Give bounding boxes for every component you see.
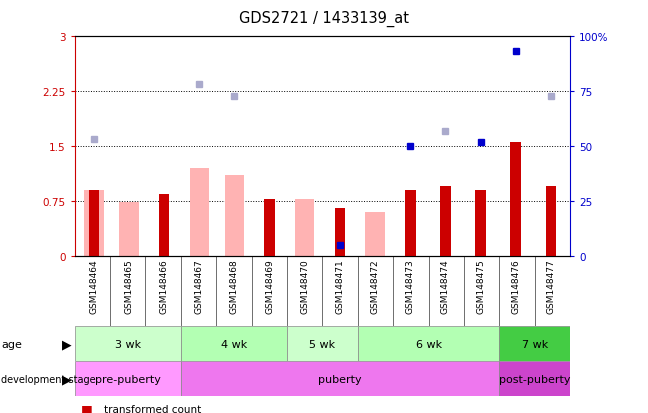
Bar — [75, 326, 181, 361]
Text: pre-puberty: pre-puberty — [95, 374, 161, 384]
Bar — [159, 194, 169, 256]
Bar — [295, 199, 314, 256]
Bar — [89, 190, 99, 256]
Bar — [365, 212, 385, 256]
Text: post-puberty: post-puberty — [499, 374, 571, 384]
Text: ▶: ▶ — [62, 337, 71, 350]
Bar — [500, 326, 570, 361]
Bar — [358, 326, 500, 361]
Text: development stage: development stage — [1, 374, 96, 384]
Bar — [190, 169, 209, 256]
Text: GDS2721 / 1433139_at: GDS2721 / 1433139_at — [239, 10, 409, 26]
Bar — [181, 361, 500, 396]
Bar — [546, 187, 556, 256]
Text: 7 wk: 7 wk — [522, 339, 548, 349]
Bar — [334, 209, 345, 256]
Bar — [511, 143, 521, 256]
Text: 4 wk: 4 wk — [221, 339, 247, 349]
Bar — [264, 199, 275, 256]
Text: ▶: ▶ — [62, 373, 71, 385]
Bar — [181, 326, 287, 361]
Text: 3 wk: 3 wk — [115, 339, 141, 349]
Text: ■: ■ — [81, 402, 93, 413]
Bar — [225, 176, 244, 256]
Bar — [476, 190, 486, 256]
Text: transformed count: transformed count — [104, 404, 201, 413]
Text: 6 wk: 6 wk — [415, 339, 442, 349]
Text: 5 wk: 5 wk — [309, 339, 336, 349]
Bar — [287, 326, 358, 361]
Bar — [75, 361, 181, 396]
Bar — [440, 187, 451, 256]
Text: age: age — [1, 339, 22, 349]
Bar — [500, 361, 570, 396]
Text: puberty: puberty — [318, 374, 362, 384]
Bar — [119, 202, 139, 256]
Bar — [84, 190, 104, 256]
Bar — [405, 190, 415, 256]
